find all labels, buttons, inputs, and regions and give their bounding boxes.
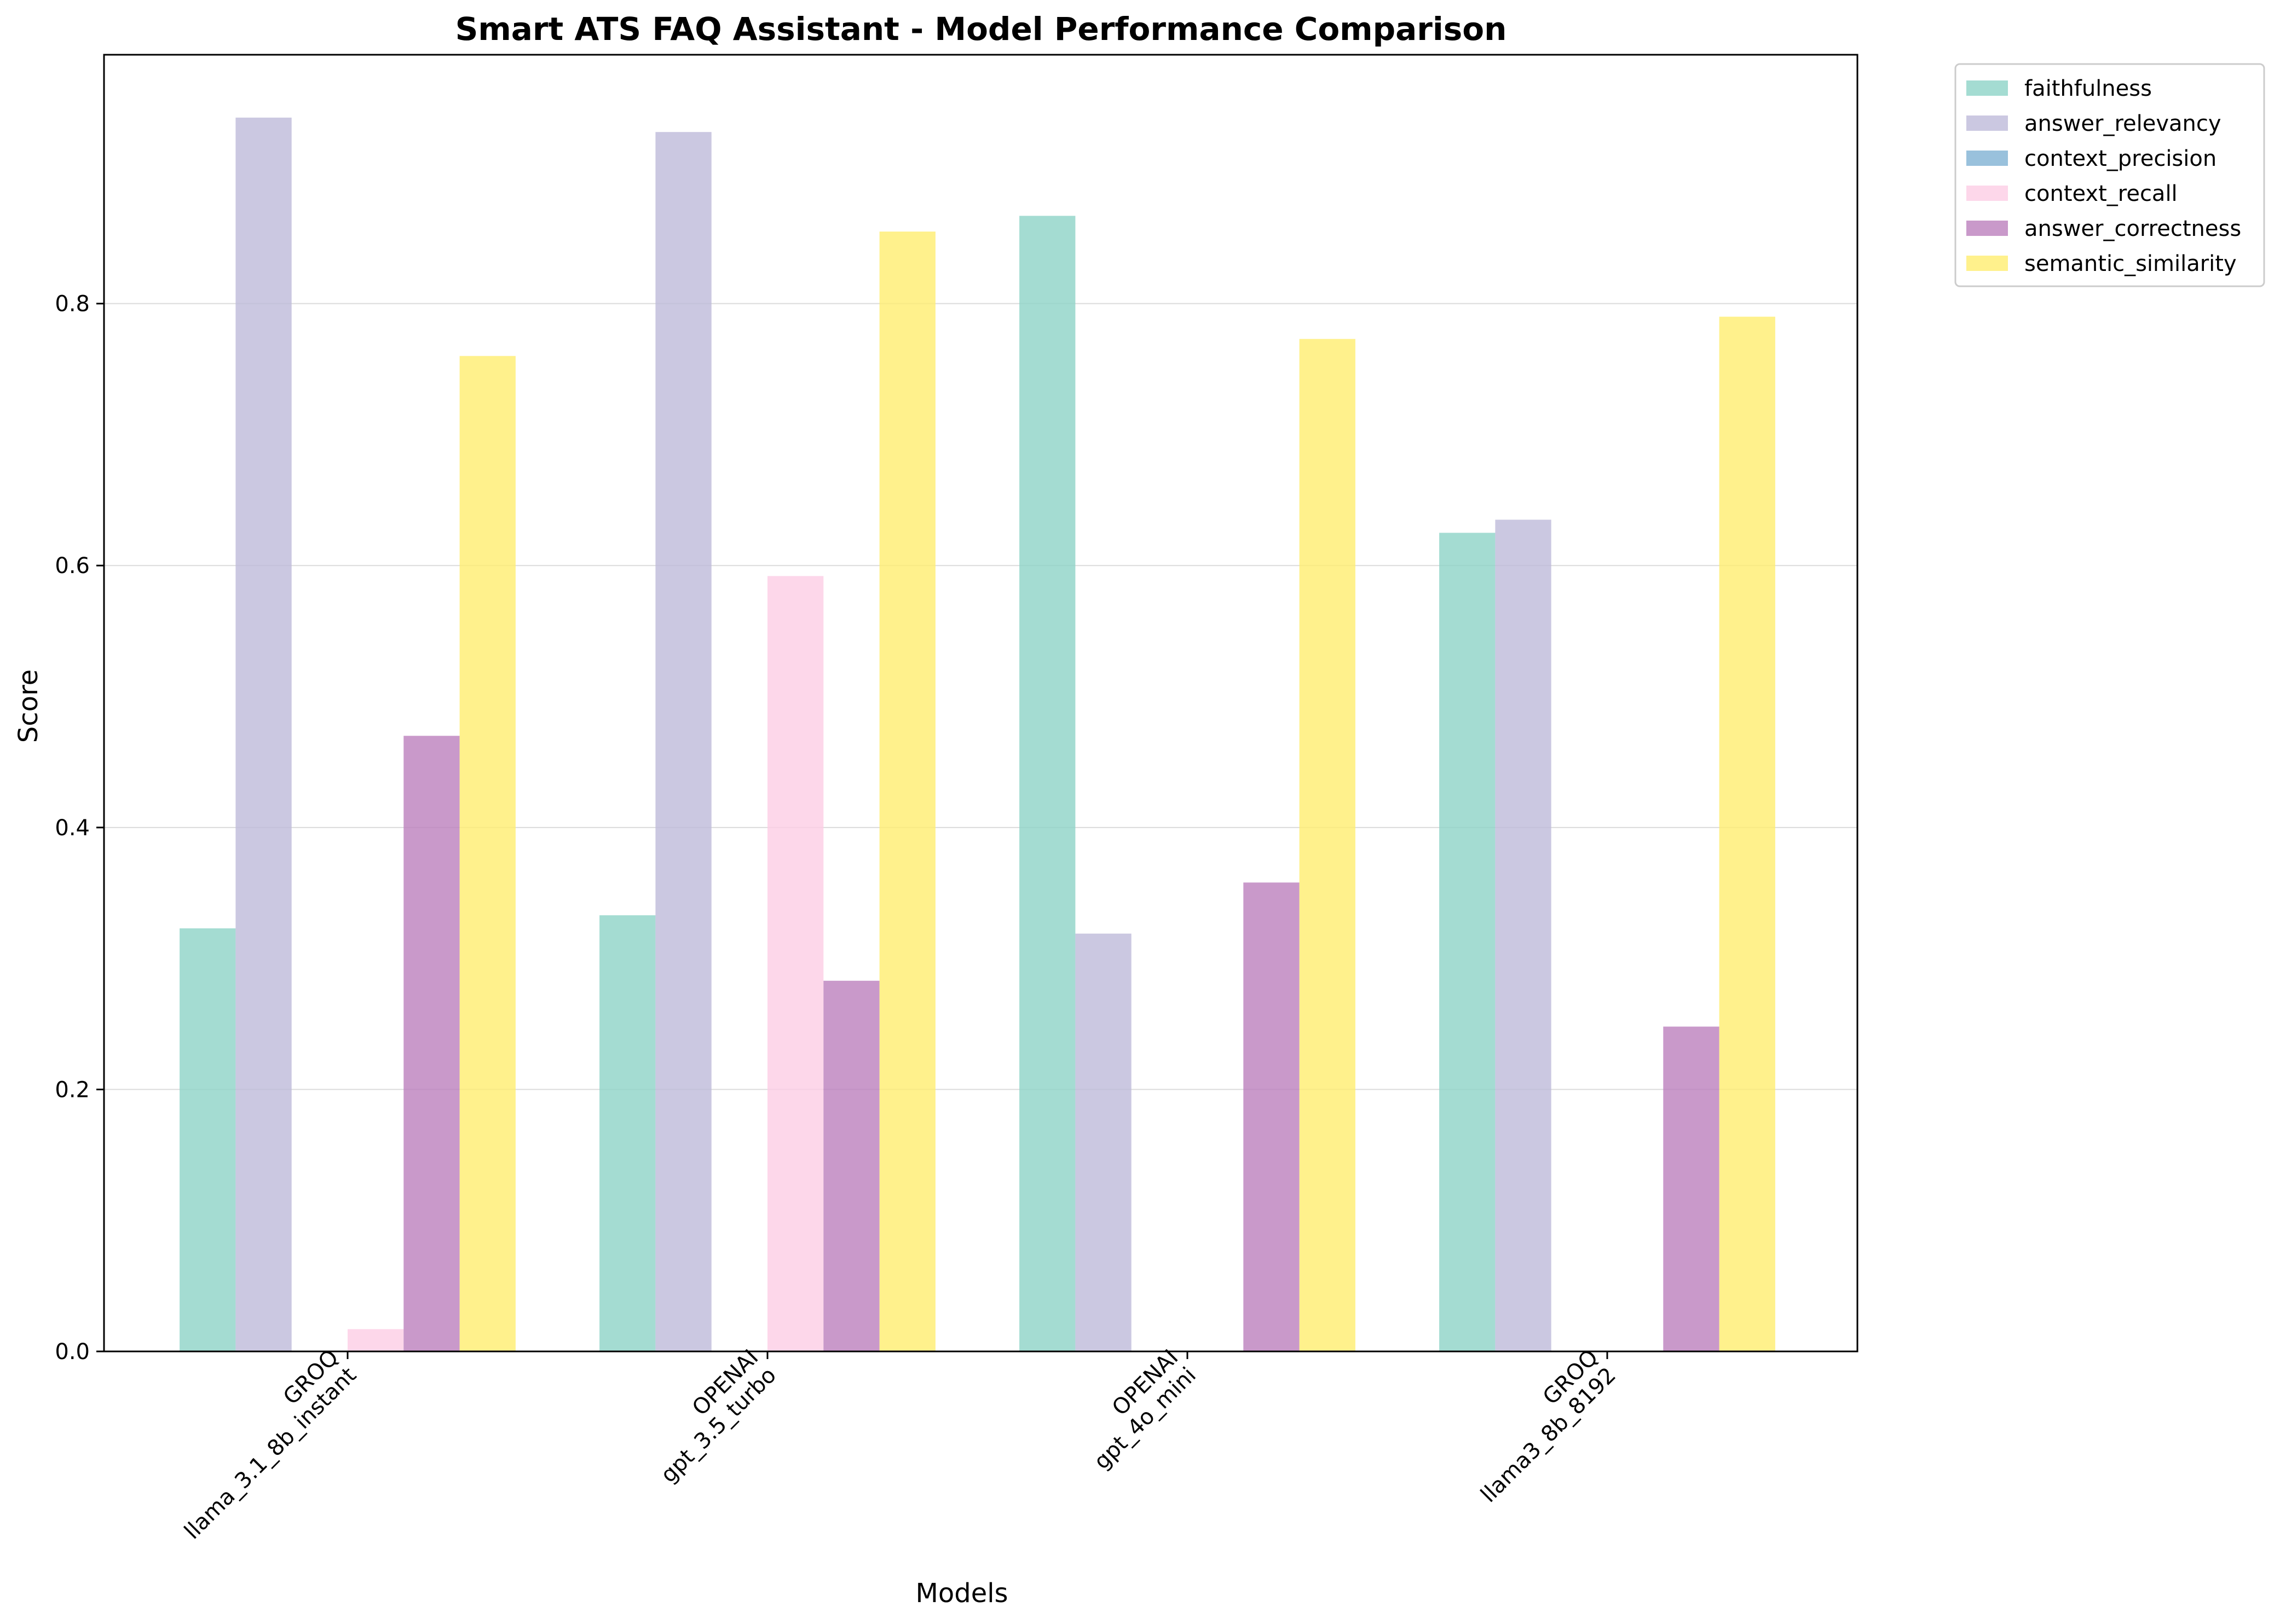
legend-swatch-context_recall (1966, 186, 2008, 201)
chart-title: Smart ATS FAQ Assistant - Model Performa… (455, 10, 1507, 48)
legend-label-answer_relevancy: answer_relevancy (2024, 111, 2221, 136)
bar-context_recall-1 (767, 576, 824, 1351)
legend-label-context_precision: context_precision (2024, 146, 2216, 171)
legend-label-answer_correctness: answer_correctness (2024, 216, 2241, 241)
y-axis-title: Score (13, 669, 44, 743)
plot-frame (103, 54, 1858, 1353)
bar-answer_correctness-2 (1243, 882, 1300, 1351)
legend-frame (1954, 63, 2265, 287)
bar-semantic_similarity-3 (1719, 316, 1775, 1351)
legend-swatch-answer_correctness (1966, 221, 2008, 236)
bar-faithfulness-1 (599, 915, 656, 1351)
legend: faithfulness answer_relevancy context_prec… (1954, 63, 2265, 287)
y-tick-label: 0.4 (55, 816, 90, 841)
bar-faithfulness-3 (1439, 533, 1496, 1351)
x-axis-title: Models (915, 1578, 1008, 1609)
bar-context_recall-0 (348, 1329, 404, 1351)
grid-lines (104, 303, 1857, 1090)
legend-label-faithfulness: faithfulness (2024, 76, 2152, 101)
legend-swatch-context_precision (1966, 151, 2008, 166)
bar-answer_relevancy-3 (1495, 519, 1551, 1351)
bar-answer_correctness-0 (403, 736, 460, 1351)
legend-swatch-answer_relevancy (1966, 115, 2008, 131)
legend-label-context_recall: context_recall (2024, 181, 2178, 206)
bar-answer_relevancy-2 (1075, 933, 1132, 1351)
y-axis: 0.0 0.2 0.4 0.6 0.8 (55, 292, 104, 1365)
bar-faithfulness-0 (180, 928, 236, 1351)
bar-answer_relevancy-0 (235, 117, 292, 1352)
legend-swatch-semantic_similarity (1966, 256, 2008, 271)
bar-answer_correctness-3 (1663, 1026, 1719, 1351)
bar-semantic_similarity-0 (459, 356, 516, 1351)
bar-answer_correctness-1 (823, 980, 880, 1351)
y-tick-label: 0.6 (55, 553, 90, 579)
bars (180, 117, 1775, 1352)
legend-swatch-faithfulness (1966, 80, 2008, 96)
legend-label-semantic_similarity: semantic_similarity (2024, 251, 2237, 276)
bar-answer_relevancy-1 (655, 132, 712, 1351)
bar-semantic_similarity-2 (1299, 339, 1355, 1352)
bar-faithfulness-2 (1019, 216, 1076, 1351)
y-tick-label: 0.2 (55, 1077, 90, 1102)
y-tick-label: 0.0 (55, 1339, 90, 1365)
bar-semantic_similarity-1 (879, 232, 936, 1352)
y-tick-label: 0.8 (55, 292, 90, 317)
